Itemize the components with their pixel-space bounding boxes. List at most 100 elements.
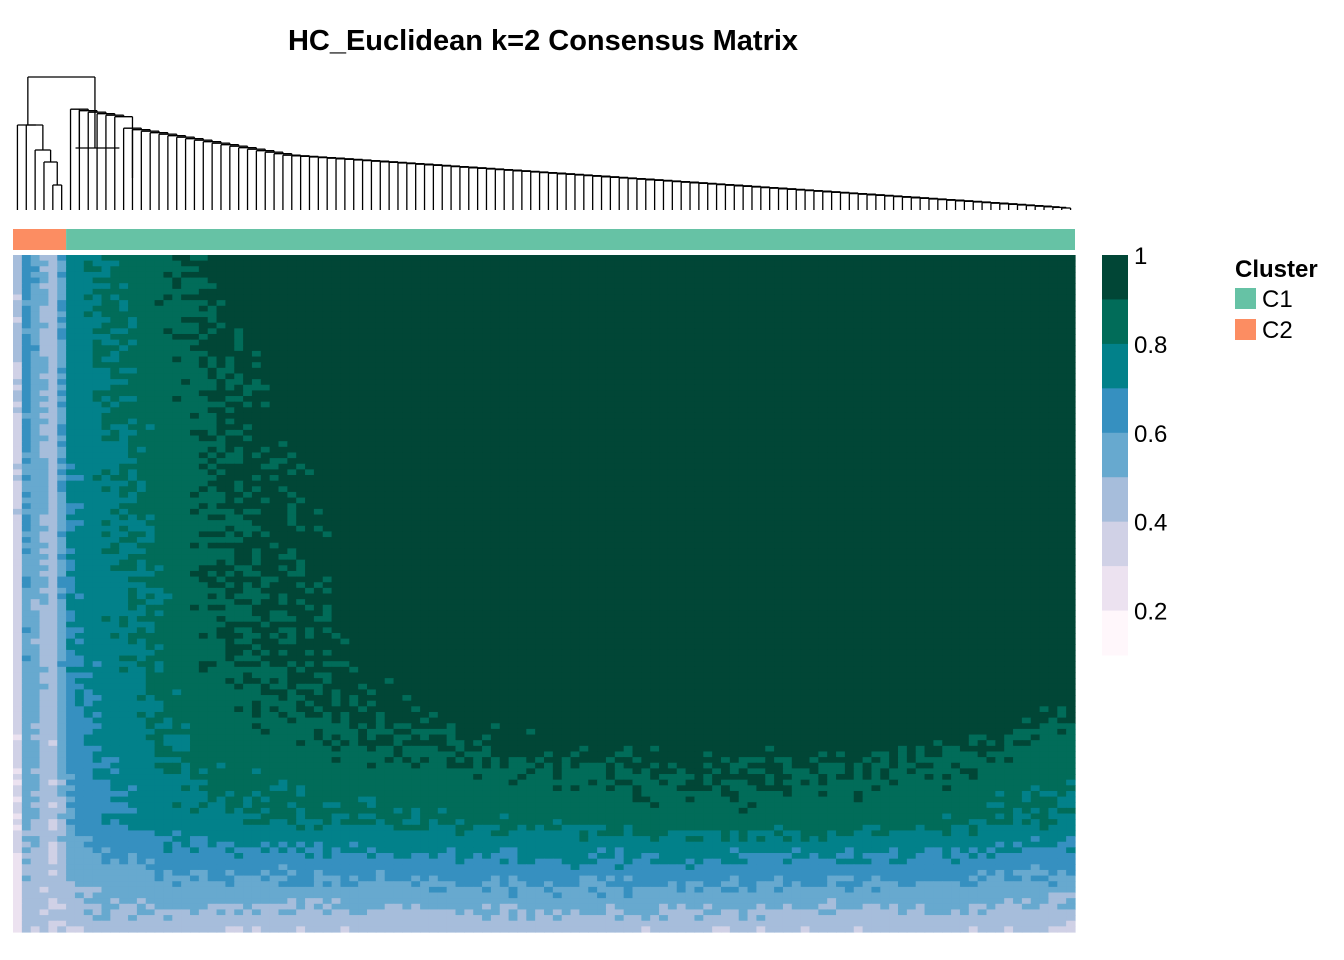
heatmap-cell — [322, 350, 333, 358]
heatmap-cell — [92, 396, 103, 403]
heatmap-cell — [933, 288, 943, 296]
heatmap-cell — [154, 458, 165, 465]
heatmap-cell — [66, 283, 76, 290]
heatmap-cell — [809, 390, 819, 397]
heatmap-cell — [411, 401, 421, 408]
heatmap-cell — [66, 469, 76, 476]
heatmap-cell — [844, 283, 855, 290]
heatmap-cell — [712, 435, 722, 442]
heatmap-cell — [490, 435, 501, 442]
heatmap-cell — [632, 255, 642, 262]
heatmap-cell — [39, 288, 49, 296]
heatmap-cell — [836, 311, 846, 318]
heatmap-cell — [225, 311, 235, 318]
heatmap-cell — [632, 396, 642, 403]
heatmap-cell — [756, 362, 766, 369]
heatmap-cell — [738, 300, 749, 307]
heatmap-cell — [358, 322, 368, 329]
heatmap-cell — [880, 452, 890, 459]
heatmap-cell — [393, 294, 403, 301]
heatmap-cell — [207, 339, 218, 346]
heatmap-cell — [676, 452, 687, 459]
heatmap-cell — [269, 255, 280, 262]
heatmap-cell — [977, 322, 988, 329]
heatmap-cell — [119, 266, 129, 273]
heatmap-cell — [74, 412, 85, 420]
heatmap-cell — [287, 452, 297, 459]
heatmap-cell — [243, 300, 253, 307]
heatmap-cell — [1013, 333, 1023, 341]
heatmap-cell — [48, 260, 58, 267]
heatmap-cell — [729, 345, 740, 352]
heatmap-cell — [968, 300, 979, 307]
heatmap-cell — [986, 277, 996, 284]
heatmap-cell — [729, 435, 740, 442]
heatmap-cell — [844, 350, 855, 358]
heatmap-cell — [269, 277, 280, 284]
heatmap-cell — [889, 384, 899, 391]
heatmap-cell — [1039, 373, 1050, 380]
heatmap-cell — [623, 379, 634, 386]
heatmap-cell — [331, 311, 342, 318]
heatmap-cell — [641, 283, 651, 290]
heatmap-cell — [880, 294, 890, 301]
heatmap-cell — [225, 384, 235, 391]
heatmap-cell — [614, 401, 625, 408]
heatmap-cell — [30, 424, 41, 431]
heatmap-cell — [986, 260, 996, 267]
heatmap-cell — [756, 390, 766, 397]
heatmap-cell — [473, 429, 483, 437]
heatmap-cell — [482, 266, 492, 273]
heatmap-cell — [570, 446, 580, 454]
heatmap-cell — [490, 441, 501, 448]
heatmap-cell — [66, 345, 76, 352]
heatmap-cell — [641, 469, 651, 476]
heatmap-cell — [225, 362, 235, 369]
heatmap-cell — [676, 294, 687, 301]
heatmap-cell — [1013, 463, 1023, 470]
heatmap-cell — [101, 458, 111, 465]
heatmap-cell — [287, 283, 297, 290]
heatmap-cell — [1057, 373, 1067, 380]
heatmap-cell — [260, 412, 271, 420]
heatmap-cell — [915, 446, 926, 454]
heatmap-cell — [1048, 317, 1058, 324]
heatmap-cell — [579, 367, 589, 375]
heatmap-cell — [1048, 283, 1058, 290]
heatmap-cell — [260, 373, 271, 380]
heatmap-cell — [889, 429, 899, 437]
heatmap-cell — [428, 317, 439, 324]
heatmap-cell — [260, 441, 271, 448]
heatmap-cell — [1066, 458, 1076, 465]
heatmap-cell — [136, 356, 147, 363]
heatmap-cell — [322, 328, 333, 335]
heatmap-cell — [924, 283, 934, 290]
heatmap-cell — [482, 356, 492, 363]
heatmap-cell — [561, 356, 572, 363]
heatmap-cell — [889, 255, 899, 262]
heatmap-cell — [296, 390, 306, 397]
heatmap-cell — [544, 300, 554, 307]
heatmap-cell — [774, 339, 784, 346]
heatmap-cell — [995, 384, 1005, 391]
heatmap-cell — [738, 424, 749, 431]
heatmap-cell — [1030, 345, 1041, 352]
heatmap-cell — [101, 305, 111, 313]
heatmap-cell — [597, 379, 607, 386]
heatmap-cell — [39, 356, 49, 363]
heatmap-cell — [225, 277, 235, 284]
heatmap-cell — [588, 367, 598, 375]
heatmap-cell — [968, 367, 979, 375]
heatmap-cell — [305, 333, 315, 341]
heatmap-cell — [959, 435, 970, 442]
heatmap-cell — [880, 283, 890, 290]
heatmap-cell — [942, 294, 952, 301]
heatmap-cell — [703, 294, 713, 301]
heatmap-cell — [694, 339, 704, 346]
heatmap-cell — [809, 322, 819, 329]
heatmap-cell — [570, 458, 580, 465]
heatmap-cell — [915, 255, 926, 262]
heatmap-cell — [968, 339, 979, 346]
heatmap-cell — [190, 384, 200, 391]
heatmap-cell — [986, 407, 996, 414]
